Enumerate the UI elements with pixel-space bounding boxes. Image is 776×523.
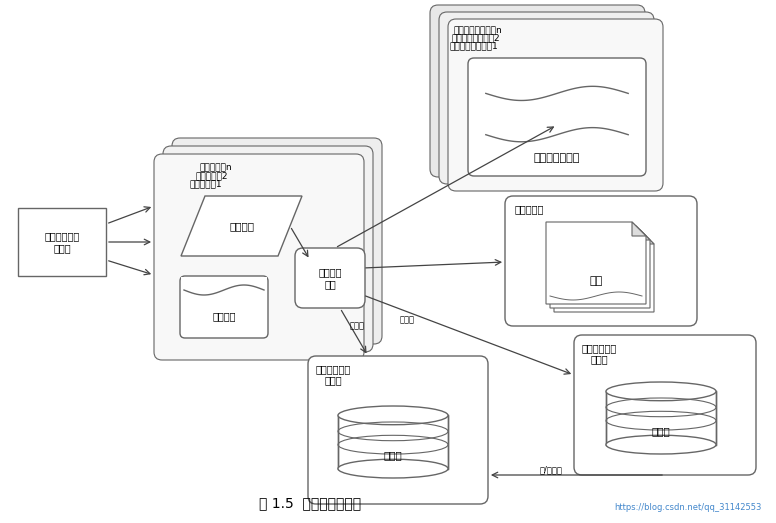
Text: 分布式缓存服务器1: 分布式缓存服务器1 — [450, 41, 499, 50]
FancyBboxPatch shape — [154, 154, 364, 360]
Text: 应用服务器n: 应用服务器n — [200, 163, 233, 172]
FancyBboxPatch shape — [448, 19, 663, 191]
Text: 文件服务器: 文件服务器 — [515, 204, 545, 214]
Bar — [338, 415, 448, 469]
Polygon shape — [640, 230, 654, 244]
Bar — [18, 208, 106, 276]
FancyBboxPatch shape — [308, 356, 488, 504]
Text: 分布式缓存服务器2: 分布式缓存服务器2 — [452, 33, 501, 42]
Text: 远程分布式缓存: 远程分布式缓存 — [534, 153, 580, 163]
FancyBboxPatch shape — [163, 146, 373, 352]
FancyBboxPatch shape — [295, 248, 365, 308]
Text: 数据库服务器
（主）: 数据库服务器 （主） — [582, 343, 617, 365]
Text: 分布式缓存服务器n: 分布式缓存服务器n — [454, 26, 503, 35]
Text: 主/从复制: 主/从复制 — [540, 465, 563, 474]
Ellipse shape — [338, 406, 448, 425]
FancyBboxPatch shape — [505, 196, 697, 326]
Text: 应用服务器2: 应用服务器2 — [195, 171, 227, 180]
Text: 数据访问
模块: 数据访问 模块 — [318, 267, 341, 289]
Polygon shape — [554, 230, 654, 312]
Text: 文件: 文件 — [590, 276, 603, 286]
Text: 数据库: 数据库 — [383, 450, 403, 460]
Bar — [181, 277, 267, 295]
Text: 数据库: 数据库 — [652, 426, 670, 436]
Ellipse shape — [606, 382, 716, 401]
Text: 应用程序: 应用程序 — [230, 221, 255, 231]
Text: 图 1.5  数据库读写分离: 图 1.5 数据库读写分离 — [259, 496, 361, 510]
Polygon shape — [632, 222, 646, 236]
FancyBboxPatch shape — [574, 335, 756, 475]
Ellipse shape — [606, 435, 716, 454]
Polygon shape — [636, 226, 650, 240]
FancyBboxPatch shape — [430, 5, 645, 177]
Text: https://blog.csdn.net/qq_31142553: https://blog.csdn.net/qq_31142553 — [615, 504, 762, 513]
Ellipse shape — [338, 459, 448, 478]
Text: 读操作: 读操作 — [350, 322, 365, 331]
FancyBboxPatch shape — [468, 58, 646, 176]
Text: 数据库服务器
（从）: 数据库服务器 （从） — [316, 364, 352, 385]
Text: 本地缓存: 本地缓存 — [213, 311, 236, 321]
FancyBboxPatch shape — [172, 138, 382, 344]
Text: 负载均衡调度
服务器: 负载均衡调度 服务器 — [44, 231, 80, 253]
FancyBboxPatch shape — [180, 276, 268, 338]
Polygon shape — [550, 226, 650, 308]
Text: 写操作: 写操作 — [400, 315, 415, 324]
Polygon shape — [181, 196, 302, 256]
FancyBboxPatch shape — [439, 12, 654, 184]
Bar — [606, 391, 716, 445]
Polygon shape — [546, 222, 646, 304]
Text: 应用服务器1: 应用服务器1 — [190, 179, 223, 188]
